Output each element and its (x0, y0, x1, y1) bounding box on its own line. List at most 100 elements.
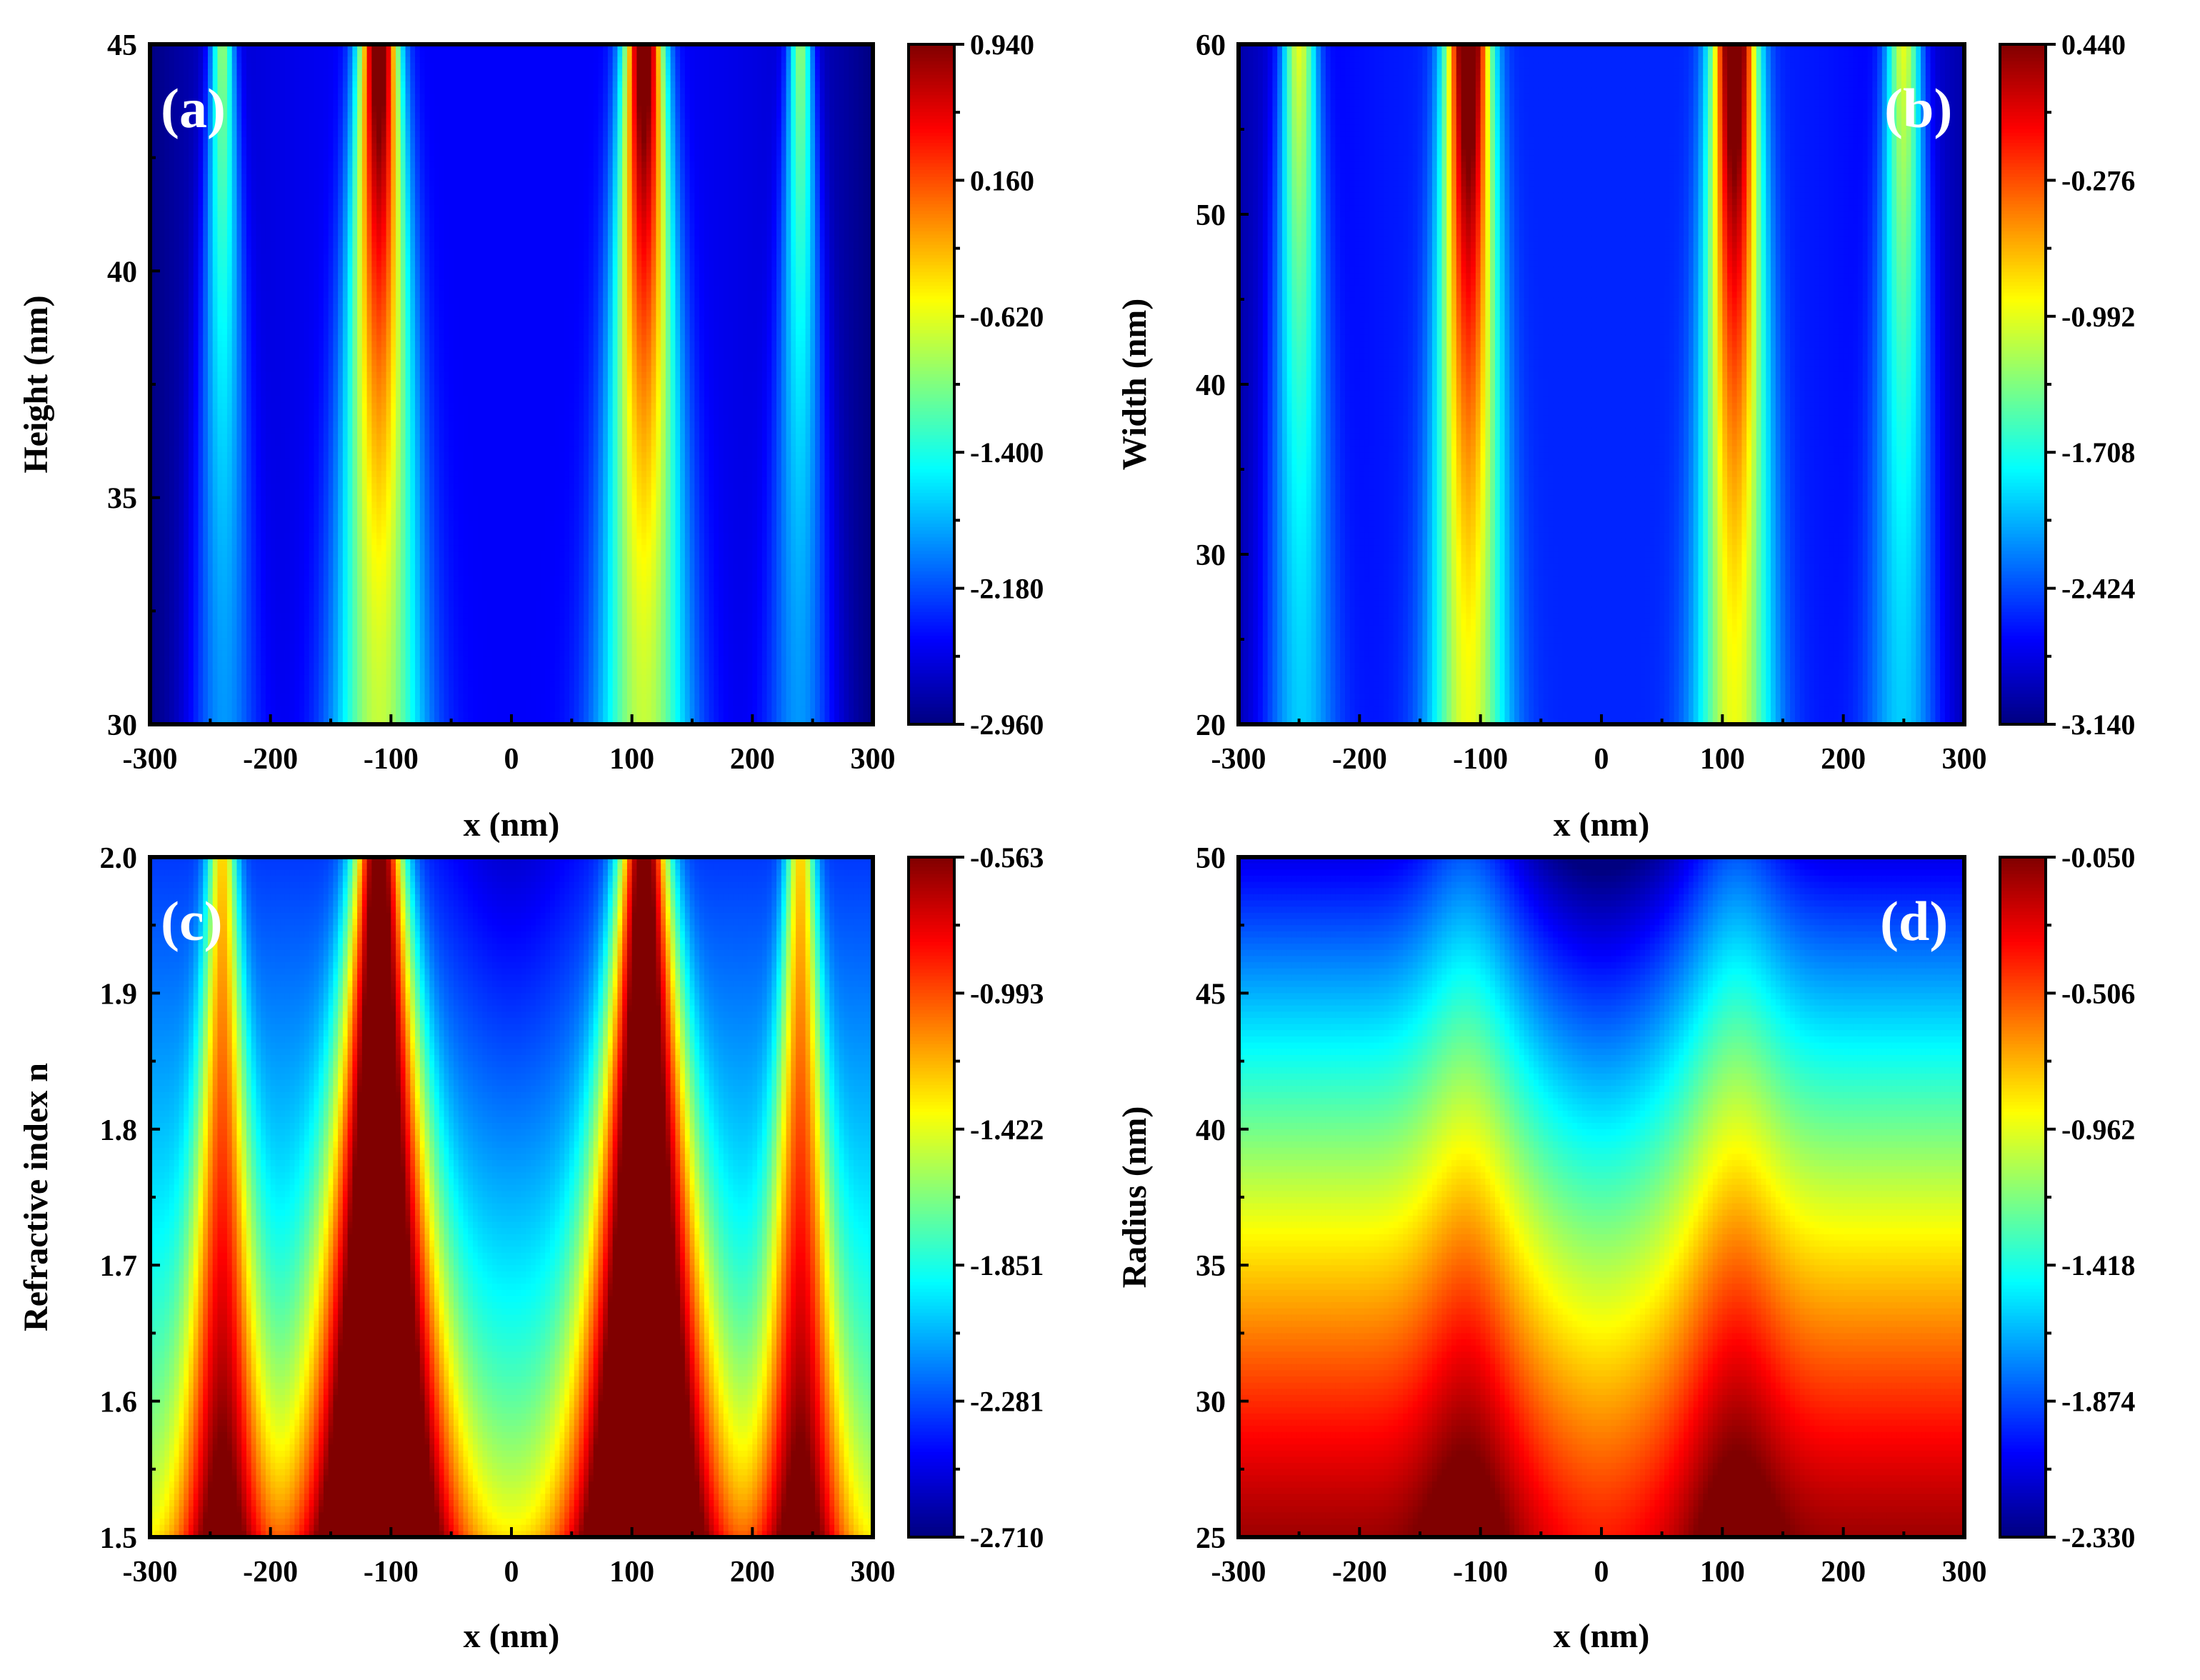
heatmap-cell (164, 409, 169, 416)
heatmap-cell (155, 341, 160, 347)
heatmap-cell (159, 359, 164, 366)
heatmap-cell (169, 366, 174, 372)
heatmap-cell (159, 242, 164, 249)
heatmap-cell (164, 217, 169, 224)
heatmap-cell (159, 619, 164, 626)
heatmap-cell (155, 557, 160, 564)
heatmap-cell (155, 675, 160, 681)
figure: -300 -200 -100 0 100 200 30030354045x (nm)Heig… (0, 0, 2200, 1680)
heatmap-cell (164, 694, 169, 700)
heatmap-cell (164, 452, 169, 459)
heatmap-cell (164, 384, 169, 391)
heatmap-cell (164, 434, 169, 440)
heatmap-cell (159, 428, 164, 434)
heatmap-cell (155, 168, 160, 174)
heatmap-cell (159, 279, 164, 286)
heatmap-cell (159, 217, 164, 224)
heatmap-cell (159, 644, 164, 650)
heatmap-cell (164, 533, 169, 539)
heatmap-cell (164, 279, 169, 286)
heatmap-cell (155, 242, 160, 249)
heatmap-cell (169, 359, 174, 366)
heatmap-cell (164, 582, 169, 589)
heatmap-cell (159, 230, 164, 236)
heatmap-cell (155, 626, 160, 632)
heatmap-cell (164, 644, 169, 650)
heatmap-cell (164, 211, 169, 218)
heatmap-cell (155, 69, 160, 76)
heatmap-cell (169, 174, 174, 181)
heatmap-cell (169, 434, 174, 440)
heatmap-cell (155, 199, 160, 205)
heatmap-cell (159, 483, 164, 489)
heatmap-cell (169, 446, 174, 453)
heatmap-cell (155, 589, 160, 595)
heatmap-cell (155, 193, 160, 199)
heatmap-cell (155, 594, 160, 601)
heatmap-cell (164, 161, 169, 168)
heatmap-cell (159, 415, 164, 421)
heatmap-cell (155, 137, 160, 144)
heatmap-cell (155, 440, 160, 446)
heatmap-cell (159, 186, 164, 193)
heatmap-cell (159, 249, 164, 255)
heatmap-cell (164, 489, 169, 496)
heatmap-cell (159, 421, 164, 428)
heatmap-cell (164, 477, 169, 484)
heatmap-cell (159, 378, 164, 384)
heatmap-cell (164, 403, 169, 409)
heatmap-cell (169, 452, 174, 459)
heatmap-cell (169, 354, 174, 360)
heatmap-cell (164, 335, 169, 341)
heatmap-cell (159, 267, 164, 274)
heatmap-cell (169, 193, 174, 199)
heatmap-cell (164, 706, 169, 712)
heatmap-cell (155, 576, 160, 582)
heatmap-cell (155, 706, 160, 712)
heatmap-cell (169, 526, 174, 533)
heatmap-cell (159, 459, 164, 465)
heatmap-cell (155, 539, 160, 545)
heatmap-cell (159, 687, 164, 694)
heatmap-cell (155, 125, 160, 131)
heatmap-cell (155, 149, 160, 156)
heatmap-cell (164, 483, 169, 489)
heatmap-cell (164, 650, 169, 656)
heatmap-cell (155, 656, 160, 663)
heatmap-cell (159, 570, 164, 576)
heatmap-cell (159, 409, 164, 416)
heatmap-cell (155, 687, 160, 694)
heatmap-cell (164, 322, 169, 329)
heatmap-cell (155, 335, 160, 341)
heatmap-cell (164, 539, 169, 545)
heatmap-cell (164, 316, 169, 323)
heatmap-cell (164, 594, 169, 601)
heatmap-cell (164, 570, 169, 576)
heatmap-cell (159, 174, 164, 181)
heatmap-cell (169, 341, 174, 347)
heatmap-cell (169, 378, 174, 384)
heatmap-cell (164, 446, 169, 453)
heatmap-cell (159, 613, 164, 619)
heatmap-cell (169, 329, 174, 335)
heatmap-cell (169, 156, 174, 162)
heatmap-cell (164, 415, 169, 421)
heatmap-cell (169, 180, 174, 186)
heatmap-cell (169, 384, 174, 391)
heatmap-cell (155, 359, 160, 366)
heatmap-cell (155, 261, 160, 267)
heatmap-cell (169, 440, 174, 446)
heatmap-cell (164, 273, 169, 279)
heatmap-cell (164, 347, 169, 354)
heatmap-cell (155, 329, 160, 335)
heatmap-cell (155, 631, 160, 638)
heatmap-cell (155, 366, 160, 372)
heatmap-cell (164, 51, 169, 57)
heatmap-cell (159, 254, 164, 261)
heatmap-cell (164, 631, 169, 638)
heatmap-cell (159, 557, 164, 564)
heatmap-cell (159, 168, 164, 174)
heatmap-cell (155, 508, 160, 514)
heatmap-cell (164, 378, 169, 384)
heatmap-cell (169, 428, 174, 434)
